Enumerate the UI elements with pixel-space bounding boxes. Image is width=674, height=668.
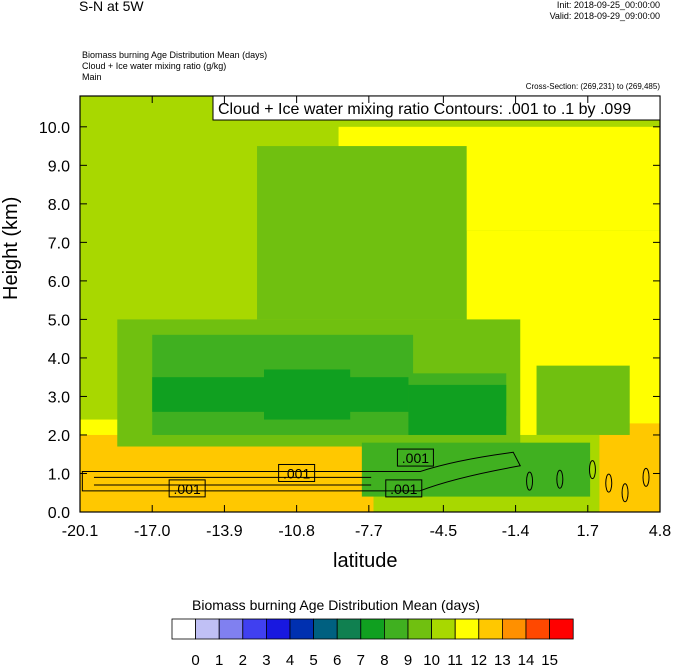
x-tick-label: -1.4 xyxy=(502,523,530,540)
x-tick-label: -17.0 xyxy=(134,523,171,540)
variable-3-label: Main xyxy=(82,72,102,82)
y-tick-label: 9.0 xyxy=(48,158,70,175)
y-tick-label: 1.0 xyxy=(48,466,70,483)
heatmap-region xyxy=(80,434,374,512)
y-tick-label: 6.0 xyxy=(48,274,70,291)
colorbar-label: 12 xyxy=(470,652,487,668)
colorbar-swatch xyxy=(549,618,574,640)
colorbar-label: 4 xyxy=(286,652,294,668)
colorbar-label: 14 xyxy=(518,652,535,668)
colorbar-label: 0 xyxy=(191,652,199,668)
colorbar-label: 6 xyxy=(333,652,341,668)
heatmap-fills xyxy=(80,96,660,512)
heatmap-region xyxy=(361,442,591,497)
y-tick-label: 5.0 xyxy=(48,312,70,329)
colorbar-label: 2 xyxy=(239,652,247,668)
colorbar-swatch xyxy=(501,618,527,640)
contour-value-label: .001 xyxy=(283,465,310,481)
axes: Cloud + Ice water mixing ratio Contours:… xyxy=(39,95,671,540)
colorbar-swatch xyxy=(289,618,315,640)
heatmap-region xyxy=(257,146,467,320)
colorbar-swatch xyxy=(336,618,362,640)
colorbar-swatch xyxy=(383,618,409,640)
contour-value-label: .001 xyxy=(402,450,429,466)
y-tick-label: 0.0 xyxy=(48,505,70,522)
colorbar-label: 3 xyxy=(262,652,270,668)
heatmap-region xyxy=(536,365,630,435)
colorbar-swatch xyxy=(313,618,338,640)
colorbar-label: 9 xyxy=(404,652,412,668)
contour-line xyxy=(526,471,534,491)
contour-label-box xyxy=(396,448,434,467)
contour-line xyxy=(642,467,650,487)
contour-info-box: Cloud + Ice water mixing ratio Contours:… xyxy=(212,95,661,121)
colorbar-label: 5 xyxy=(309,652,317,668)
contour-info-text: Cloud + Ice water mixing ratio Contours:… xyxy=(218,101,631,118)
x-tick-label: -7.7 xyxy=(355,523,383,540)
colorbar-swatch xyxy=(478,618,503,640)
variable-2-label: Cloud + Ice water mixing ratio (g/kg) xyxy=(82,61,227,71)
contour-line xyxy=(605,473,613,493)
cross-section-label: Cross-Section: (269,231) to (269,485) xyxy=(525,82,660,91)
y-tick-label: 4.0 xyxy=(48,351,70,368)
colorbar: 0 1 2 3 4 5 6 7 8 9 10 11 12 13 14 15 xyxy=(171,618,574,668)
heatmap-region xyxy=(599,423,660,512)
colorbar-swatch xyxy=(431,618,456,640)
y-tick-label: 8.0 xyxy=(48,197,70,214)
x-tick-label: -10.8 xyxy=(278,523,315,540)
contour-line xyxy=(81,451,521,492)
y-tick-label: 10.0 xyxy=(39,120,70,137)
contour-value-label: .001 xyxy=(174,481,201,497)
contour-line xyxy=(588,460,596,480)
contour-line xyxy=(556,469,564,489)
x-axis-label: latitude xyxy=(333,550,398,572)
colorbar-swatch xyxy=(525,618,551,640)
contour-label-box xyxy=(385,479,423,498)
contour-lines: .001 .001 .001 .001 xyxy=(81,448,650,503)
x-tick-label: -20.1 xyxy=(62,523,99,540)
contour-info-background xyxy=(212,95,661,121)
colorbar-label: 15 xyxy=(541,652,558,668)
x-tick-label: 1.7 xyxy=(577,523,599,540)
valid-time: Valid: 2018-09-29_09:00:00 xyxy=(549,11,660,21)
heatmap-region xyxy=(264,369,351,420)
colorbar-title: Biomass burning Age Distribution Mean (d… xyxy=(192,597,480,613)
contour-line xyxy=(621,483,629,503)
y-tick-label: 2.0 xyxy=(48,428,70,445)
init-time: Init: 2018-09-25_00:00:00 xyxy=(556,0,660,10)
colorbar-swatch xyxy=(407,618,433,640)
x-tick-label: 4.8 xyxy=(649,523,671,540)
colorbar-swatch xyxy=(171,618,197,640)
colorbar-label: 10 xyxy=(423,652,440,668)
y-axis-label: Height (km) xyxy=(0,196,22,300)
colorbar-swatch xyxy=(360,618,385,640)
contour-value-label: .001 xyxy=(390,481,417,497)
colorbar-swatch xyxy=(265,618,291,640)
chart-title: S-N at 5W xyxy=(79,0,144,14)
colorbar-label: 13 xyxy=(494,652,511,668)
colorbar-swatch xyxy=(454,618,480,640)
heatmap-region xyxy=(408,384,507,435)
colorbar-label: 11 xyxy=(447,652,463,668)
y-tick-label: 7.0 xyxy=(48,235,70,252)
contour-label-box xyxy=(168,479,206,498)
contour-line xyxy=(93,476,372,486)
colorbar-swatch xyxy=(242,618,267,640)
colorbar-label: 1 xyxy=(215,652,223,668)
y-tick-label: 3.0 xyxy=(48,389,70,406)
x-tick-label: -13.9 xyxy=(206,523,243,540)
contour-label-box xyxy=(278,463,316,482)
colorbar-swatch xyxy=(218,618,244,640)
colorbar-swatch xyxy=(195,618,220,640)
x-tick-label: -4.5 xyxy=(430,523,458,540)
colorbar-label: 7 xyxy=(357,652,365,668)
variable-1-label: Biomass burning Age Distribution Mean (d… xyxy=(82,50,268,60)
colorbar-label: 8 xyxy=(380,652,388,668)
